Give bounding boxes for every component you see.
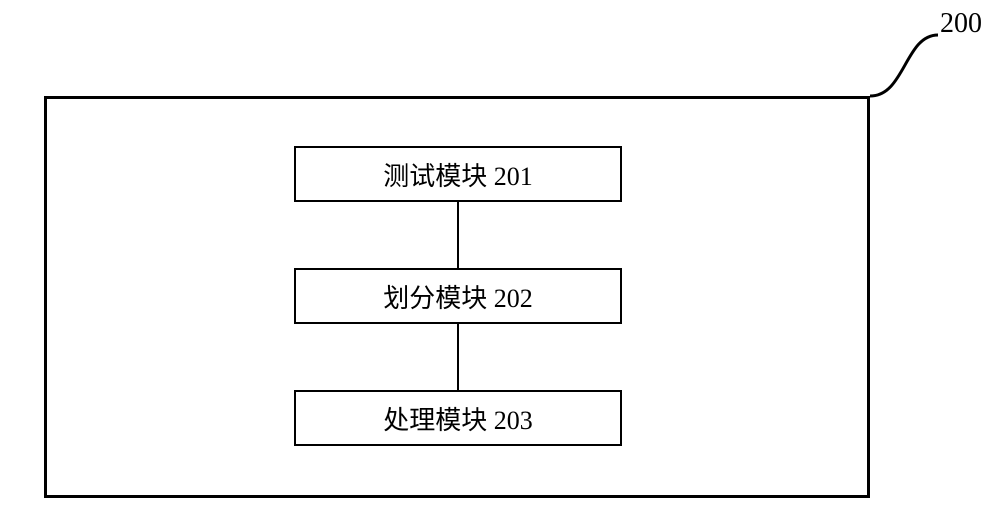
reference-number-label: 200 (940, 8, 982, 40)
reference-leader-curve (0, 0, 1000, 531)
reference-leader-path (870, 35, 938, 96)
